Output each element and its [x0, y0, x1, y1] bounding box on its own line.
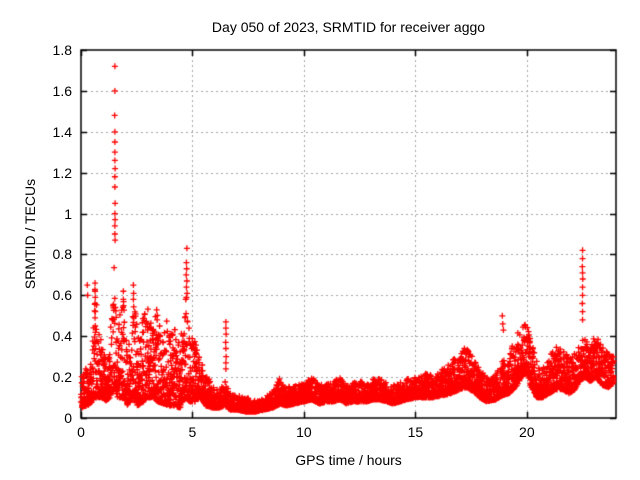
- y-tick-label: 0.8: [52, 246, 72, 263]
- y-tick-label: 1.4: [52, 123, 72, 140]
- chart-title: Day 050 of 2023, SRMTID for receiver agg…: [211, 19, 486, 35]
- y-tick-label: 1.8: [52, 42, 72, 58]
- x-tick-label: 0: [77, 424, 85, 440]
- y-axis-label: SRMTID / TECUs: [22, 178, 38, 290]
- y-tick-label: 1.2: [52, 164, 72, 181]
- y-tick-label: 0: [64, 410, 72, 426]
- x-tick-label: 5: [188, 424, 197, 440]
- x-axis-label: GPS time / hours: [295, 452, 402, 468]
- x-tick-label: 15: [407, 424, 424, 440]
- y-tick-label: 0.4: [52, 328, 72, 345]
- x-tick-label: 20: [519, 424, 535, 440]
- y-tick-label: 1.6: [52, 82, 72, 99]
- y-tick-label: 1: [64, 205, 72, 222]
- y-tick-label: 0.2: [52, 369, 72, 386]
- y-tick-label: 0.6: [52, 287, 72, 304]
- x-tick-label: 10: [296, 424, 312, 440]
